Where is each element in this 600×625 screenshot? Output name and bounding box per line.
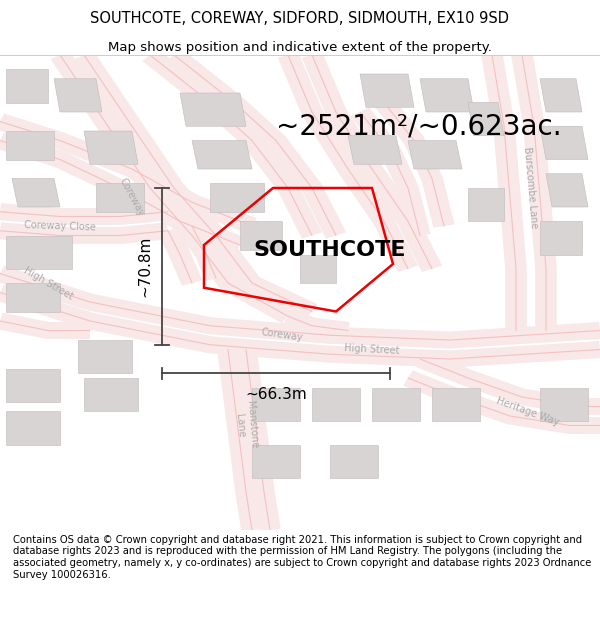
Polygon shape <box>0 222 169 244</box>
Polygon shape <box>0 284 600 368</box>
Polygon shape <box>360 74 414 108</box>
Polygon shape <box>468 188 504 221</box>
Polygon shape <box>235 349 281 531</box>
Text: Burscombe Lane: Burscombe Lane <box>523 147 539 229</box>
Polygon shape <box>540 388 588 421</box>
Polygon shape <box>0 114 257 234</box>
Text: ~66.3m: ~66.3m <box>245 387 307 402</box>
Polygon shape <box>240 221 282 250</box>
Polygon shape <box>540 79 582 112</box>
Polygon shape <box>217 349 263 531</box>
Text: Coreway: Coreway <box>118 176 146 219</box>
Polygon shape <box>0 312 90 339</box>
Polygon shape <box>420 79 474 112</box>
Text: ~70.8m: ~70.8m <box>138 236 153 297</box>
Polygon shape <box>6 236 72 269</box>
Polygon shape <box>74 51 317 319</box>
Text: High Street: High Street <box>344 343 400 356</box>
Polygon shape <box>511 54 557 331</box>
Polygon shape <box>432 388 480 421</box>
Polygon shape <box>468 102 504 136</box>
Polygon shape <box>283 309 350 339</box>
Polygon shape <box>6 69 48 102</box>
Text: Heritage Way: Heritage Way <box>495 395 561 428</box>
Polygon shape <box>210 183 264 212</box>
Polygon shape <box>166 49 346 239</box>
Polygon shape <box>300 254 336 283</box>
Polygon shape <box>84 378 138 411</box>
Polygon shape <box>0 266 600 349</box>
Polygon shape <box>182 223 226 281</box>
Polygon shape <box>142 49 322 239</box>
Polygon shape <box>192 141 252 169</box>
Polygon shape <box>415 351 600 415</box>
Polygon shape <box>252 444 300 478</box>
Polygon shape <box>158 228 202 286</box>
Polygon shape <box>0 203 169 225</box>
Text: Contains OS data © Crown copyright and database right 2021. This information is : Contains OS data © Crown copyright and d… <box>13 535 592 579</box>
Polygon shape <box>546 174 588 207</box>
Polygon shape <box>375 98 455 228</box>
Polygon shape <box>278 52 418 272</box>
Polygon shape <box>6 369 60 402</box>
Text: SOUTHCOTE, COREWAY, SIDFORD, SIDMOUTH, EX10 9SD: SOUTHCOTE, COREWAY, SIDFORD, SIDMOUTH, E… <box>91 11 509 26</box>
Polygon shape <box>84 131 138 164</box>
Polygon shape <box>96 183 144 212</box>
Polygon shape <box>54 79 102 112</box>
Polygon shape <box>330 444 378 478</box>
Text: SOUTHCOTE: SOUTHCOTE <box>254 240 406 260</box>
Polygon shape <box>6 131 54 159</box>
Text: Manstone
Lane: Manstone Lane <box>233 401 259 450</box>
Text: High Street: High Street <box>22 265 74 301</box>
Polygon shape <box>0 132 245 252</box>
Text: Coreway Close: Coreway Close <box>24 220 96 232</box>
Text: ~2521m²/~0.623ac.: ~2521m²/~0.623ac. <box>276 112 562 140</box>
Polygon shape <box>403 371 600 434</box>
Polygon shape <box>312 388 360 421</box>
Polygon shape <box>12 179 60 207</box>
Polygon shape <box>348 136 402 164</box>
Polygon shape <box>252 388 300 421</box>
Polygon shape <box>302 52 442 272</box>
Polygon shape <box>351 107 431 237</box>
Polygon shape <box>78 340 132 373</box>
Polygon shape <box>408 141 462 169</box>
Polygon shape <box>540 126 588 159</box>
Text: Coreway: Coreway <box>260 328 304 343</box>
Polygon shape <box>481 54 527 331</box>
Polygon shape <box>6 283 60 311</box>
Polygon shape <box>372 388 420 421</box>
Polygon shape <box>540 221 582 254</box>
Polygon shape <box>6 411 60 444</box>
Text: Map shows position and indicative extent of the property.: Map shows position and indicative extent… <box>108 41 492 54</box>
Polygon shape <box>180 93 246 126</box>
Polygon shape <box>50 51 294 323</box>
